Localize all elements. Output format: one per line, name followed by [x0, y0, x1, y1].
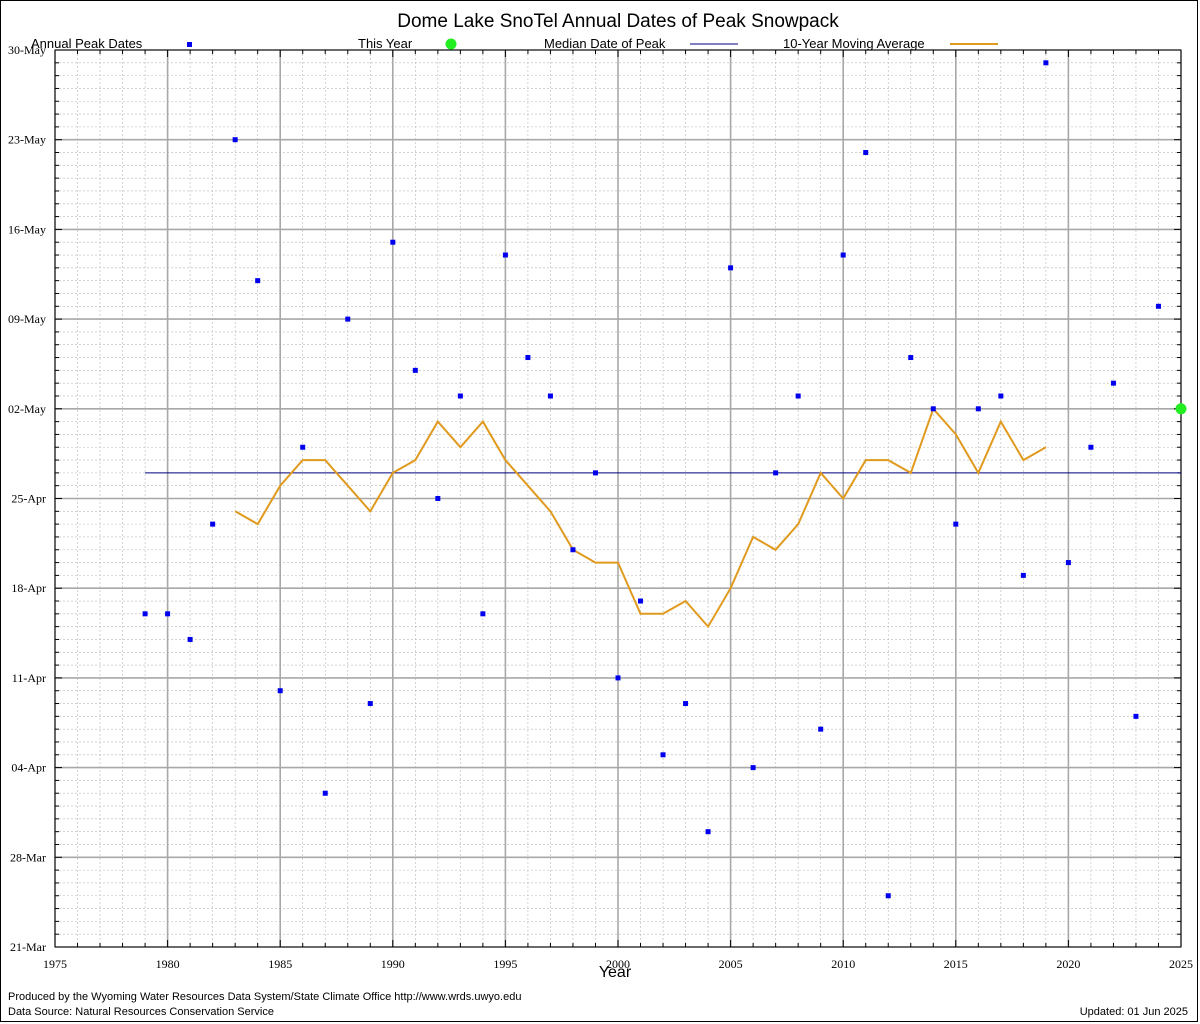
moving-average-line: [234, 406, 1047, 629]
annual-peak-point: [1088, 444, 1094, 450]
y-tick-label: 21-Mar: [10, 940, 46, 954]
legend-label-this-year: This Year: [358, 36, 413, 51]
annual-peak-point: [908, 355, 914, 361]
legend-label-annual-peak: Annual Peak Dates: [31, 36, 143, 51]
annual-peak-point: [255, 278, 261, 284]
annual-peak-point: [863, 150, 869, 156]
y-tick-label: 18-Apr: [11, 581, 46, 595]
annual-peak-point: [277, 688, 283, 694]
y-axis-labels: 21-Mar 28-Mar 04-Apr 11-Apr 18-Apr 25-Apr 02-M…: [8, 43, 46, 954]
annual-peak-point: [975, 406, 981, 412]
y-tick-label: 16-May: [8, 222, 46, 236]
x-tick-label: 2015: [944, 957, 968, 971]
x-tick-label: 1995: [493, 957, 517, 971]
annual-peak-point: [998, 393, 1004, 399]
footer-produced-by: Produced by the Wyoming Water Resources …: [8, 991, 522, 1003]
annual-peak-point: [480, 611, 486, 617]
major-grid: [54, 49, 1182, 948]
y-tick-label: 04-Apr: [11, 761, 46, 775]
annual-peak-point: [638, 598, 644, 604]
chart-title: Dome Lake SnoTel Annual Dates of Peak Sn…: [397, 11, 839, 32]
x-tick-label: 2000: [606, 957, 630, 971]
x-tick-label: 2020: [1056, 957, 1080, 971]
this-year-point: [1175, 403, 1187, 415]
annual-peak-point: [728, 265, 734, 271]
footer-updated: Updated: 01 Jun 2025: [1079, 1006, 1188, 1018]
annual-peak-point: [210, 521, 216, 527]
annual-peak-point: [390, 239, 396, 245]
y-tick-label: 28-Mar: [10, 850, 46, 864]
legend-swatch-annual-peak: [187, 42, 192, 47]
annual-peak-point: [840, 252, 846, 258]
annual-peak-point: [750, 765, 756, 771]
annual-peak-point: [615, 675, 621, 681]
legend-swatch-this-year: [445, 38, 457, 50]
annual-peak-point: [502, 252, 508, 258]
axis-ticks: [54, 49, 1182, 948]
annual-peak-point: [547, 393, 553, 399]
annual-peak-point: [1133, 713, 1139, 719]
y-tick-label: 30-May: [8, 43, 46, 57]
y-tick-label: 02-May: [8, 402, 46, 416]
annual-peak-point: [683, 701, 689, 707]
annual-peak-point: [885, 893, 891, 899]
annual-peak-point: [525, 355, 531, 361]
legend: Annual Peak Dates This Year Median Date …: [31, 36, 998, 51]
annual-peak-point: [165, 611, 171, 617]
x-tick-label: 2005: [719, 957, 743, 971]
this-year-layer: [1175, 403, 1187, 415]
footer-data-source: Data Source: Natural Resources Conservat…: [8, 1006, 274, 1018]
y-tick-label: 11-Apr: [12, 671, 46, 685]
annual-peak-point: [660, 752, 666, 758]
annual-peak-points: [142, 60, 1161, 899]
moving-average-layer: [234, 406, 1047, 629]
legend-label-median: Median Date of Peak: [544, 36, 666, 51]
annual-peak-point: [187, 636, 193, 642]
x-tick-label: 2010: [831, 957, 855, 971]
annual-peak-point: [570, 547, 576, 553]
annual-peak-point: [412, 367, 418, 373]
annual-peak-point: [457, 393, 463, 399]
y-tick-label: 09-May: [8, 312, 46, 326]
x-axis-title: Year: [599, 964, 632, 981]
annual-peak-point: [232, 137, 238, 143]
annual-peak-point: [795, 393, 801, 399]
legend-label-moving-average: 10-Year Moving Average: [783, 36, 925, 51]
annual-peak-point: [1065, 560, 1071, 566]
annual-peak-point: [435, 496, 441, 501]
annual-peak-point: [930, 406, 936, 412]
annual-peak-point: [773, 470, 779, 476]
x-tick-label: 1975: [43, 957, 67, 971]
annual-peak-point: [142, 611, 148, 617]
y-tick-label: 23-May: [8, 133, 46, 147]
x-tick-label: 2025: [1169, 957, 1193, 971]
annual-peak-point: [705, 829, 711, 835]
x-axis-labels: 1975 1980 1985 1990 1995 2000 2005 2010 2015 2020…: [43, 957, 1193, 971]
annual-peak-point: [1043, 60, 1049, 66]
x-tick-label: 1990: [381, 957, 405, 971]
annual-peak-point: [953, 521, 959, 527]
annual-peak-point: [367, 701, 373, 707]
annual-peak-point: [300, 444, 306, 450]
annual-peak-point: [592, 470, 598, 476]
x-tick-label: 1980: [156, 957, 180, 971]
annual-peak-point: [1155, 303, 1161, 309]
y-tick-label: 25-Apr: [11, 492, 46, 506]
annual-peak-point: [1110, 380, 1116, 386]
annual-peak-point: [345, 316, 351, 322]
x-tick-label: 1985: [268, 957, 292, 971]
annual-peak-point: [1020, 572, 1026, 578]
annual-peak-point: [322, 790, 328, 796]
annual-peak-point: [818, 726, 824, 732]
